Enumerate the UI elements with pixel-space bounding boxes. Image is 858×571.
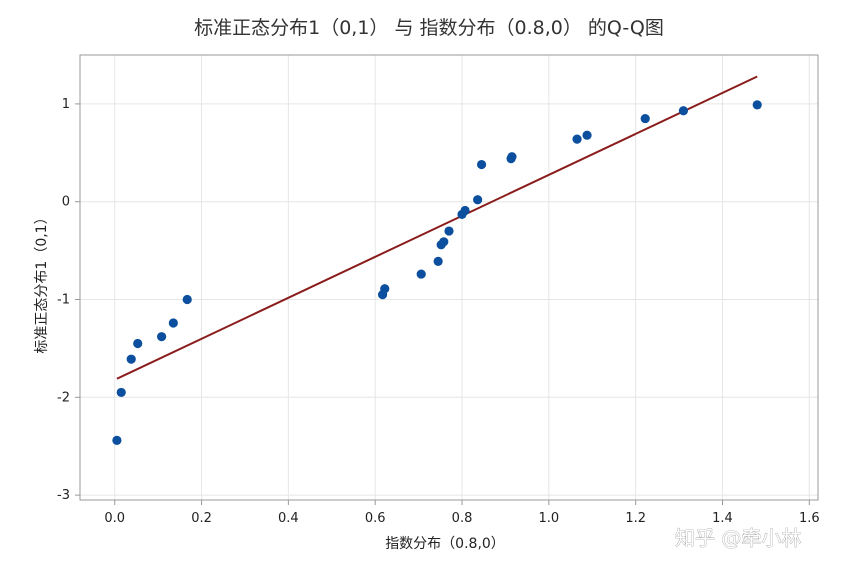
y-axis-ticks: -3 -2 -1 0 1 [57, 97, 80, 503]
data-point [433, 256, 443, 266]
x-tick-label: 0.4 [278, 511, 299, 526]
data-point [112, 435, 122, 445]
data-point [460, 205, 470, 216]
y-tick-label: -1 [57, 293, 70, 308]
x-axis-label: 指数分布（0.8,0） [385, 536, 505, 552]
chart-title: 标准正态分布1（0,1） 与 指数分布（0.8,0） 的Q-Q图 [194, 17, 664, 39]
data-point [416, 269, 426, 279]
y-tick-label: 0 [62, 195, 70, 210]
data-point [133, 338, 143, 349]
data-point [678, 106, 689, 116]
data-point [444, 226, 454, 236]
data-point [157, 332, 167, 342]
y-tick-label: 1 [62, 97, 70, 112]
data-point [507, 152, 517, 162]
x-tick-label: 0.0 [104, 511, 125, 526]
data-point [752, 100, 762, 110]
data-point [476, 159, 487, 170]
y-tick-label: -3 [57, 488, 70, 503]
data-points [112, 100, 762, 445]
data-point [380, 284, 390, 294]
data-point [640, 113, 650, 124]
data-point [168, 318, 178, 328]
data-point [473, 195, 483, 205]
x-tick-label: 1.6 [799, 511, 820, 526]
data-point [126, 354, 136, 364]
data-point [572, 134, 582, 144]
x-tick-label: 0.6 [365, 511, 386, 526]
y-tick-label: -2 [57, 390, 70, 405]
x-tick-label: 0.8 [452, 511, 473, 526]
reference-fit-line [116, 75, 758, 380]
data-point [116, 387, 126, 398]
data-point [182, 294, 192, 305]
x-tick-label: 1.0 [539, 511, 560, 526]
grid-lines [80, 55, 818, 500]
x-axis-ticks: 0.0 0.2 0.4 0.6 0.8 1.0 1.2 1.4 1.6 [104, 500, 820, 526]
plot-frame [79, 54, 819, 501]
data-point [582, 130, 592, 140]
watermark-text: 知乎 @牵小林 [675, 526, 801, 550]
x-tick-label: 0.2 [191, 511, 212, 526]
x-tick-label: 1.4 [712, 511, 733, 526]
y-axis-label: 标准正态分布1（0,1） [34, 210, 50, 353]
data-point [439, 237, 449, 247]
x-tick-label: 1.2 [625, 511, 646, 526]
